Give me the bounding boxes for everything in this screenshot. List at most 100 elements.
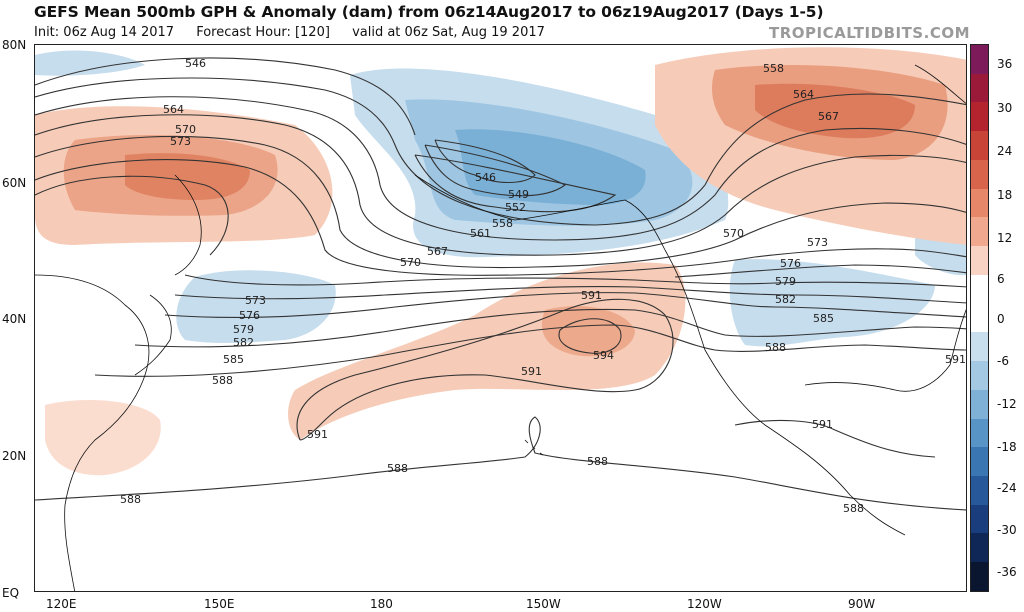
contour-label: 573 (245, 294, 266, 307)
contour-585-main (134, 308, 966, 348)
colorbar-segment (971, 246, 988, 275)
contour-label: 588 (387, 462, 408, 475)
colorbar-label: 36 (997, 57, 1013, 71)
contour-546-alaska (434, 139, 536, 183)
contour-label: 585 (223, 353, 244, 366)
hawaii-islands (524, 439, 544, 456)
colorbar-segment (971, 188, 988, 218)
contour-label: 570 (400, 256, 421, 269)
colorbar-segment (971, 332, 988, 362)
colorbar-segment (971, 159, 988, 189)
anomaly-canada-inner (755, 83, 915, 139)
contour-label: 564 (163, 103, 184, 116)
contour-label: 573 (807, 236, 828, 249)
lat-label-20n: 20N (2, 449, 27, 463)
colorbar-segment (971, 562, 988, 591)
greenland-coast (914, 64, 966, 104)
negative-anomaly-fills (35, 50, 966, 347)
colorbar-segment (971, 447, 988, 477)
contour-label: 591 (581, 289, 602, 302)
contour-label: 570 (723, 227, 744, 240)
anomaly-east-asia-inner (125, 153, 250, 200)
japan-coast (134, 294, 172, 376)
asia-coast (35, 274, 150, 591)
forecast-hour: Forecast Hour: [120] (196, 25, 330, 40)
anomaly-west-pacific-tropics (45, 400, 161, 476)
contour-label: 576 (239, 309, 260, 322)
contour-588-north (94, 324, 966, 377)
colorbar-segment (971, 504, 988, 534)
contour-label: 588 (212, 374, 233, 387)
contour-558-east (704, 93, 966, 186)
contour-591-ridge (296, 298, 674, 441)
lat-label-60n: 60N (2, 176, 27, 190)
gulf-coast (804, 364, 951, 392)
contour-label: 594 (593, 349, 614, 362)
colorbar-segment (971, 533, 988, 563)
contour-label: 579 (775, 275, 796, 288)
anomaly-north-america (729, 259, 935, 347)
chart-title: GEFS Mean 500mb GPH & Anomaly (dam) from… (34, 3, 824, 21)
contour-label: 561 (470, 227, 491, 240)
contour-588-south (35, 416, 966, 511)
contour-594-ridge (558, 318, 622, 354)
contour-label: 588 (843, 502, 864, 515)
contour-549-alaska (424, 144, 567, 197)
contour-564-main (35, 114, 966, 256)
contour-576-main (184, 274, 966, 288)
contour-label: 570 (175, 123, 196, 136)
contour-label: 567 (818, 110, 839, 123)
contour-label: 585 (813, 312, 834, 325)
valid-time: valid at 06z Sat, Aug 19 2017 (352, 25, 545, 40)
contour-579-main (174, 286, 966, 304)
lon-label-120e: 120E (46, 597, 77, 611)
colorbar-segment (971, 389, 988, 419)
contour-labels: 546 564 570 573 546 549 552 558 561 567 … (120, 57, 966, 515)
anomaly-map: 546 564 570 573 546 549 552 558 561 567 … (35, 47, 966, 591)
contour-561-main (35, 96, 966, 241)
lon-label-120w: 120W (687, 597, 722, 611)
colorbar-label: -36 (997, 565, 1017, 579)
contour-582-main (164, 292, 966, 318)
contour-555-north (35, 77, 706, 226)
brand-watermark: TROPICALTIDBITS.COM (769, 24, 970, 42)
colorbar-label: 30 (997, 101, 1013, 115)
lat-label-eq: EQ (2, 586, 20, 600)
colorbar-label: 6 (997, 272, 1005, 286)
contour-label: 591 (521, 365, 542, 378)
lon-label-150w: 150W (526, 597, 561, 611)
colorbar-segment (971, 303, 988, 333)
colorbar-segment (971, 476, 988, 505)
contour-591-south (734, 419, 936, 458)
lat-label-40n: 40N (2, 312, 27, 326)
coastlines (35, 64, 966, 591)
anomaly-arctic-edge (35, 50, 145, 76)
anomaly-colorbar (970, 44, 989, 592)
lon-label-90w: 90W (848, 597, 876, 611)
contour-label: 591 (945, 353, 966, 366)
colorbar-segment (971, 361, 988, 390)
kamchatka-coast (174, 174, 202, 276)
contour-label: 582 (233, 336, 254, 349)
contour-label: 582 (775, 293, 796, 306)
chart-subtitle: Init: 06z Aug 14 2017 Forecast Hour: [12… (34, 25, 563, 40)
colorbar-segment (971, 73, 988, 103)
contour-label: 552 (505, 201, 526, 214)
anomaly-east-pacific-core (541, 306, 635, 357)
contour-label: 564 (793, 88, 814, 101)
anomaly-gulf-inner (455, 129, 646, 205)
contour-label: 591 (307, 428, 328, 441)
colorbar-label: 24 (997, 144, 1013, 158)
colorbar-label: -24 (997, 481, 1017, 495)
contour-label: 591 (812, 418, 833, 431)
colorbar-segment (971, 102, 988, 132)
map-panel: 546 564 570 573 546 549 552 558 561 567 … (34, 44, 967, 592)
colorbar-segment (971, 131, 988, 160)
lon-label-150e: 150E (204, 597, 235, 611)
contour-546-north (35, 57, 416, 136)
contour-573-west (35, 175, 229, 256)
lat-label-80n: 80N (2, 38, 27, 52)
east-coast (949, 309, 966, 366)
init-time: Init: 06z Aug 14 2017 (34, 25, 175, 40)
anomaly-northwest-pacific (176, 270, 336, 344)
